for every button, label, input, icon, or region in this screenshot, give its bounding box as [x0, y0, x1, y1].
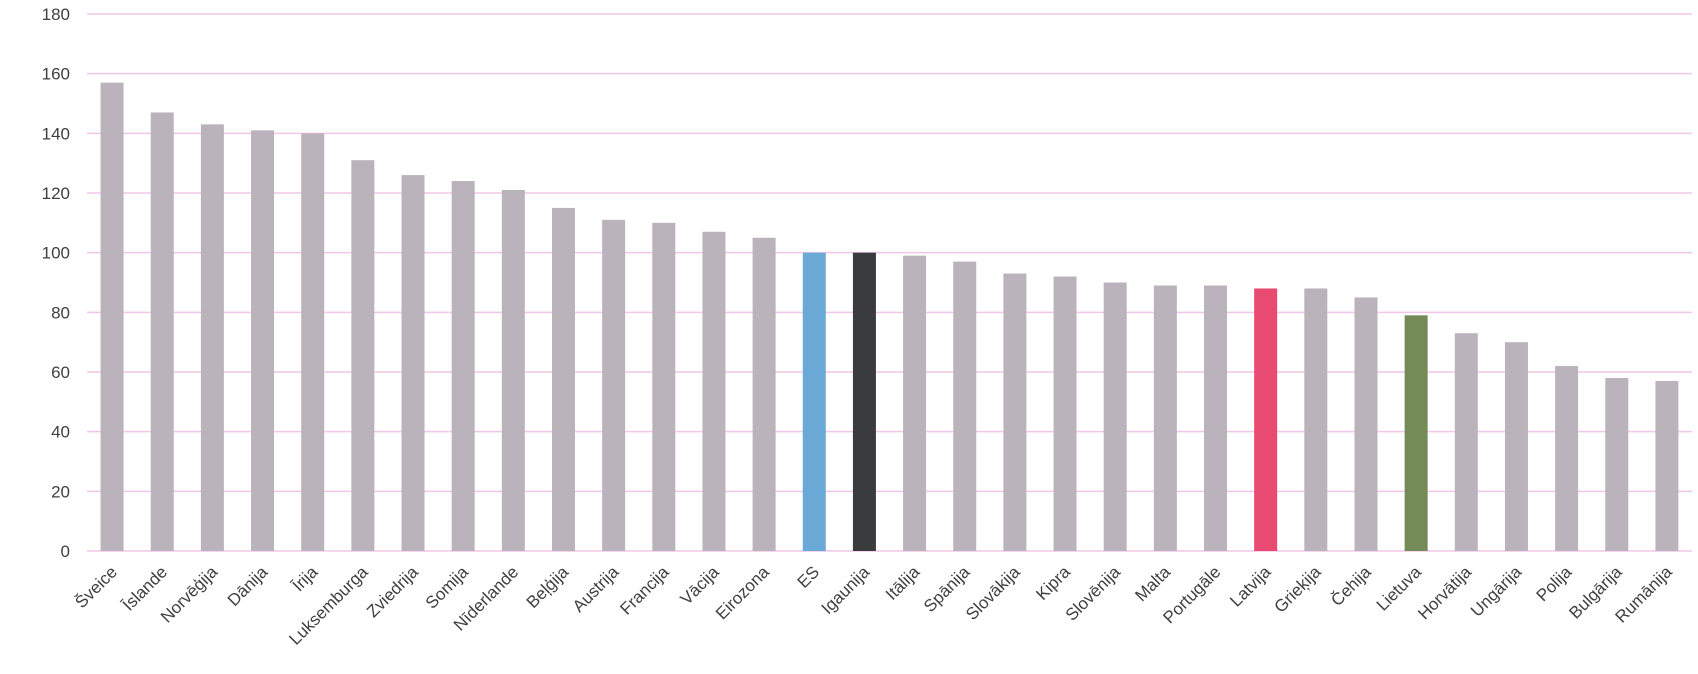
x-category-label-20: Slovēnija — [1062, 562, 1125, 625]
grid-lines — [87, 13, 1692, 552]
bar-20 — [1103, 282, 1127, 551]
bar-28 — [1504, 342, 1528, 551]
bar-9 — [551, 207, 575, 551]
bar-18 — [1003, 273, 1027, 551]
y-tick-label-80: 80 — [51, 303, 70, 322]
bar-6 — [401, 175, 425, 551]
bar-12 — [702, 231, 726, 552]
bar-3 — [251, 130, 275, 551]
y-tick-label-120: 120 — [42, 184, 70, 203]
bar-13 — [752, 237, 776, 551]
x-category-label-14: ES — [794, 562, 823, 591]
bar-5 — [351, 160, 375, 551]
bar-1 — [150, 112, 174, 551]
y-tick-label-100: 100 — [42, 244, 70, 263]
y-tick-label-0: 0 — [61, 542, 70, 561]
x-category-label-24: Grieķija — [1270, 562, 1325, 617]
bar-2 — [200, 124, 224, 551]
y-tick-label-160: 160 — [42, 65, 70, 84]
x-category-label-21: Malta — [1131, 562, 1174, 605]
bar-27 — [1454, 333, 1478, 551]
x-category-label-19: Kipra — [1032, 562, 1074, 604]
bar-23 — [1254, 288, 1278, 551]
x-category-label-4: Īrija — [289, 562, 322, 595]
bar-15 — [852, 252, 876, 551]
y-tick-label-60: 60 — [51, 363, 70, 382]
x-category-label-28: Ungārija — [1467, 562, 1526, 621]
x-category-label-11: Francija — [616, 562, 673, 619]
bar-11 — [652, 222, 676, 552]
y-tick-label-180: 180 — [42, 5, 70, 24]
x-category-label-3: Dānija — [224, 562, 272, 610]
bar-24 — [1304, 288, 1328, 551]
x-category-label-13: Eirozona — [712, 562, 773, 623]
bar-17 — [953, 261, 977, 551]
x-category-label-23: Latvija — [1226, 562, 1275, 611]
y-tick-label-40: 40 — [51, 423, 70, 442]
bar-26 — [1404, 315, 1428, 551]
bar-25 — [1354, 297, 1378, 551]
bar-8 — [501, 190, 525, 551]
x-category-label-12: Vācija — [677, 562, 724, 609]
bar-14 — [802, 252, 826, 551]
bar-10 — [602, 219, 626, 551]
y-tick-label-20: 20 — [51, 482, 70, 501]
bar-31 — [1655, 380, 1679, 551]
x-category-label-10: Austrija — [569, 562, 623, 616]
x-category-label-9: Beļģija — [523, 562, 573, 612]
y-axis-tick-labels: 0 20 40 60 80 100 120 140 160 180 — [42, 5, 70, 561]
x-category-label-6: Zviedrija — [363, 562, 422, 621]
bar-4 — [301, 133, 325, 552]
x-category-label-0: Šveice — [71, 562, 121, 612]
bar-7 — [451, 181, 475, 552]
x-category-label-16: Itālija — [882, 562, 924, 604]
x-category-label-29: Polija — [1533, 562, 1576, 605]
bars — [100, 82, 1679, 552]
x-category-label-27: Horvātija — [1414, 562, 1475, 623]
bar-29 — [1555, 366, 1579, 551]
bar-21 — [1153, 285, 1177, 551]
x-category-label-25: Čehija — [1327, 562, 1375, 610]
x-category-label-18: Slovākija — [962, 562, 1024, 624]
bar-30 — [1605, 377, 1629, 551]
bar-19 — [1053, 276, 1077, 551]
x-category-label-15: Igaunija — [818, 562, 874, 618]
bar-16 — [903, 255, 927, 551]
y-tick-label-140: 140 — [42, 124, 70, 143]
bar-22 — [1204, 285, 1228, 551]
bar-0 — [100, 82, 124, 551]
